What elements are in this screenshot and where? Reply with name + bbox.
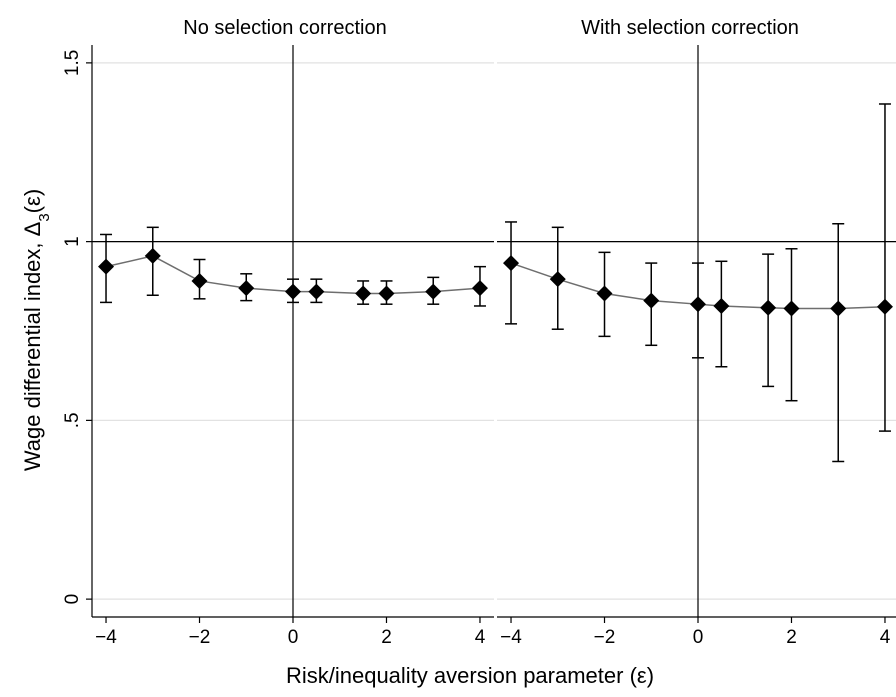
x-tick-label: −4 xyxy=(500,627,522,648)
series-line xyxy=(510,262,886,310)
data-point xyxy=(355,285,372,302)
data-point xyxy=(690,296,706,313)
y-axis-title: Wage differential index, Δ3(ε) xyxy=(20,189,53,471)
data-point xyxy=(308,283,325,300)
x-tick-label: 0 xyxy=(693,627,704,648)
series-line xyxy=(105,255,481,295)
data-point xyxy=(783,300,800,317)
x-tick-label: 0 xyxy=(288,627,299,648)
data-point xyxy=(503,255,520,272)
x-axis-title: Risk/inequality aversion parameter (ε) xyxy=(286,663,654,688)
y-axis-title-main: Wage differential index, Δ xyxy=(20,221,45,471)
y-tick-label: 1 xyxy=(62,236,83,247)
data-point xyxy=(713,297,730,314)
data-point xyxy=(425,283,442,300)
y-tick-label: .5 xyxy=(62,412,83,428)
y-tick-label: 0 xyxy=(62,594,83,605)
data-point xyxy=(760,299,777,316)
y-axis-title-tail: (ε) xyxy=(20,189,45,213)
data-point xyxy=(471,280,488,297)
panel-2: With selection correction −4 −2 0 2 4 xyxy=(497,17,896,648)
data-point xyxy=(643,292,660,309)
x-tick-label: 2 xyxy=(786,627,797,648)
y-axis-title-subscript: 3 xyxy=(36,213,53,221)
data-point xyxy=(549,271,566,288)
x-tick-label: 2 xyxy=(381,627,392,648)
x-tick-label: −2 xyxy=(594,627,616,648)
data-point xyxy=(378,285,395,302)
x-tick-label: −2 xyxy=(189,627,211,648)
x-tick-label: −4 xyxy=(95,627,117,648)
data-point xyxy=(191,272,208,289)
data-point xyxy=(596,285,613,302)
data-point xyxy=(144,247,161,264)
panel-title: No selection correction xyxy=(183,17,386,39)
x-tick-label: 4 xyxy=(475,627,486,648)
data-point xyxy=(876,298,893,315)
panel-1: No selection correction 0 .5 1 1.5 −4 −2 0 2 4 xyxy=(62,17,494,648)
x-tick-label: 4 xyxy=(880,627,891,648)
y-tick-label: 1.5 xyxy=(62,50,83,76)
panel-title: With selection correction xyxy=(581,17,799,39)
data-point xyxy=(830,300,847,317)
data-point xyxy=(238,280,255,297)
data-point xyxy=(285,283,301,300)
data-point xyxy=(98,258,115,275)
